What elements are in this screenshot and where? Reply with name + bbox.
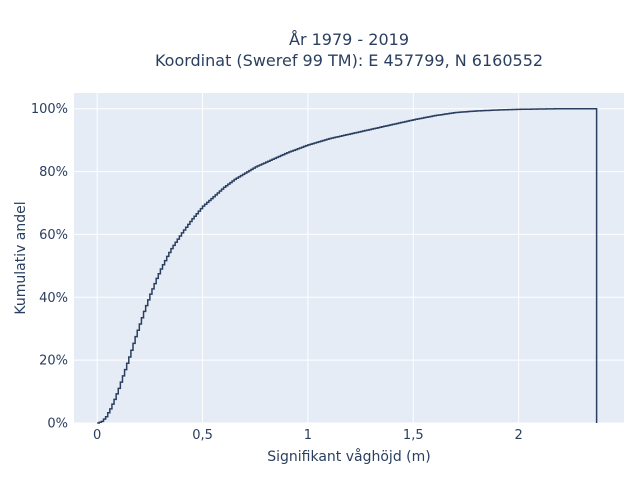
plot-area [74, 93, 624, 423]
x-tick-label: 2 [514, 428, 522, 443]
x-tick-label: 0,5 [192, 428, 213, 443]
x-tick-label: 1 [304, 428, 312, 443]
y-tick-label: 20% [39, 354, 68, 369]
x-axis-title: Signifikant våghöjd (m) [267, 448, 430, 465]
y-axis-ticks: 0% 20% 40% 60% 80% 100% [31, 102, 68, 431]
x-tick-label: 1,5 [403, 428, 424, 443]
y-tick-label: 60% [39, 228, 68, 243]
chart-title-line2: Koordinat (Sweref 99 TM): E 457799, N 61… [155, 51, 543, 70]
x-tick-label: 0 [93, 428, 101, 443]
grid-lines [74, 93, 624, 424]
y-axis-title: Kumulativ andel [13, 201, 29, 314]
x-axis-ticks: 0 0,5 1 1,5 2 [93, 428, 523, 443]
y-tick-label: 80% [39, 165, 68, 180]
y-tick-label: 0% [47, 417, 68, 432]
chart-title-line1: År 1979 - 2019 [289, 30, 409, 49]
y-tick-label: 40% [39, 291, 68, 306]
cdf-step-line [97, 107, 598, 424]
y-tick-label: 100% [31, 102, 68, 117]
